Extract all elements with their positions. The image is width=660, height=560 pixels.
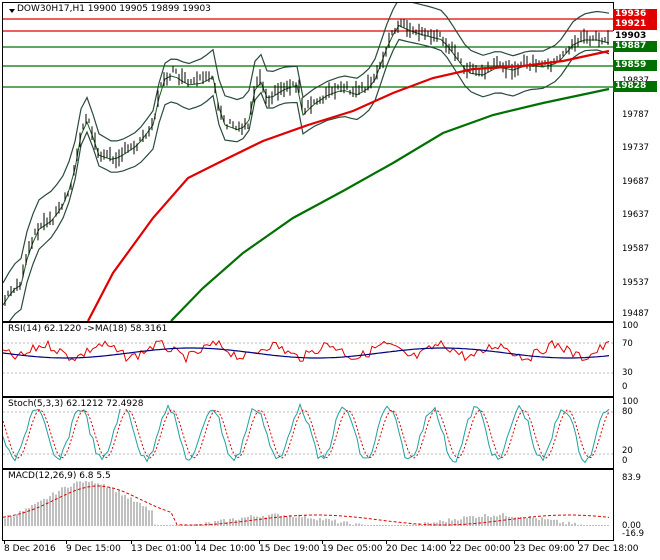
chart-menu-arrow-icon[interactable] [9, 9, 15, 13]
price-tick: 19687 [622, 177, 650, 187]
moving-average-red [87, 49, 610, 321]
rsi-panel[interactable]: RSI(14) 62.1220 ->MA(18) 58.3161 [2, 322, 614, 397]
macd-tick: 83.9 [622, 473, 641, 483]
time-label: 8 Dec 2016 [4, 544, 56, 554]
stochastic-axis: 100 80 20 0 [612, 397, 660, 467]
price-tick: 19487 [622, 309, 650, 319]
price-tick: 19787 [622, 110, 650, 120]
current-price-tag: 19903 [613, 31, 657, 42]
upper-band-line [3, 3, 610, 284]
stochastic-panel[interactable]: Stoch(5,3,3) 62.1212 72.4928 [2, 397, 614, 469]
rsi-tick: 30 [622, 368, 633, 378]
time-label: 19 Dec 05:00 [322, 544, 383, 554]
rsi-canvas [3, 339, 613, 374]
rsi-line [3, 339, 610, 364]
time-axis: 8 Dec 2016 9 Dec 15:00 13 Dec 01:00 14 D… [0, 540, 660, 560]
time-label: 27 Dec 18:00 [578, 544, 639, 554]
time-label: 20 Dec 14:00 [386, 544, 447, 554]
stochastic-label: Stoch(5,3,3) 62.1212 72.4928 [8, 399, 144, 409]
macd-tick: -16.9 [622, 529, 644, 539]
macd-tick: 0.00 [622, 521, 641, 531]
price-tick: 19637 [622, 210, 650, 220]
stoch-signal-line [3, 409, 610, 459]
price-tick: 19587 [622, 244, 650, 254]
level-tag-19859: 19859 [613, 60, 657, 71]
price-chart-panel[interactable]: DOW30H17,H1 19900 19905 19899 19903 [2, 2, 614, 322]
level-tag-19936: 19936 [613, 9, 657, 20]
level-tag-19887: 19887 [613, 41, 657, 52]
rsi-axis: 100 70 30 0 [612, 321, 660, 395]
price-tick: 19737 [622, 143, 650, 153]
rsi-tick: 0 [622, 382, 628, 392]
macd-label: MACD(12,26,9) 6.8 5.5 [8, 471, 111, 481]
macd-signal-line [3, 485, 610, 526]
stochastic-canvas [3, 402, 613, 464]
stoch-main-line [3, 402, 610, 464]
macd-canvas [3, 479, 610, 526]
rsi-ma-line [3, 347, 610, 359]
lower-band-line [8, 38, 610, 321]
moving-average-green [170, 87, 610, 321]
level-tag-19828: 19828 [613, 81, 657, 92]
stoch-tick: 80 [622, 407, 633, 417]
symbol-info: DOW30H17,H1 19900 19905 19899 19903 [17, 4, 211, 14]
price-chart-canvas [3, 3, 613, 321]
stoch-tick: 20 [622, 446, 633, 456]
rsi-tick: 70 [622, 339, 633, 349]
time-label: 9 Dec 15:00 [66, 544, 121, 554]
time-label: 13 Dec 01:00 [131, 544, 192, 554]
time-label: 23 Dec 09:00 [514, 544, 575, 554]
time-label: 22 Dec 00:00 [450, 544, 511, 554]
stoch-tick: 0 [622, 456, 628, 466]
time-label: 14 Dec 10:00 [195, 544, 256, 554]
stoch-tick: 100 [622, 397, 639, 407]
rsi-label: RSI(14) 62.1220 ->MA(18) 58.3161 [8, 324, 168, 334]
price-tick: 19537 [622, 278, 650, 288]
level-tag-19921: 19921 [613, 19, 657, 30]
macd-panel[interactable]: MACD(12,26,9) 6.8 5.5 [2, 469, 614, 541]
macd-axis: 83.9 0.00 -16.9 [612, 469, 660, 539]
rsi-tick: 100 [622, 321, 639, 331]
time-label: 15 Dec 19:00 [259, 544, 320, 554]
